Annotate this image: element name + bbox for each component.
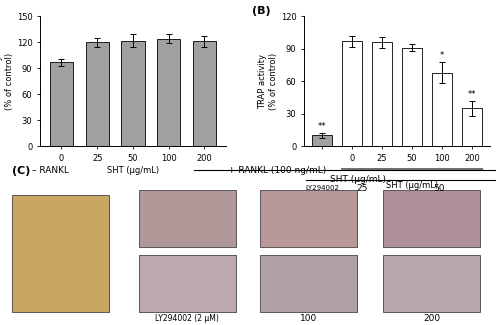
X-axis label: SHT (µg/mL): SHT (µg/mL) <box>107 166 159 175</box>
Text: 200: 200 <box>424 314 440 323</box>
Bar <box>402 48 422 146</box>
Bar <box>122 41 144 146</box>
Bar <box>372 42 392 146</box>
Text: (B): (B) <box>252 6 270 16</box>
Text: **: ** <box>318 122 326 131</box>
Text: + RANKL (100 ng/mL): + RANKL (100 ng/mL) <box>228 166 326 175</box>
Y-axis label: TRAP activity
(% of control): TRAP activity (% of control) <box>258 53 278 110</box>
Bar <box>342 41 362 146</box>
Text: **: ** <box>468 90 476 98</box>
Bar <box>462 108 482 146</box>
Bar <box>157 39 180 146</box>
Text: SHT (µg/mL): SHT (µg/mL) <box>330 176 386 185</box>
Bar <box>384 255 480 312</box>
Text: 25: 25 <box>356 184 368 193</box>
Bar <box>432 72 452 146</box>
Bar <box>50 62 73 146</box>
Text: 50: 50 <box>434 184 445 193</box>
Text: LY294002
(2 μM): LY294002 (2 μM) <box>305 185 339 199</box>
Bar <box>138 190 235 247</box>
Bar <box>12 195 110 312</box>
Text: (C): (C) <box>12 166 31 176</box>
Y-axis label: Cell viability
(% of control): Cell viability (% of control) <box>0 53 14 110</box>
Text: 100: 100 <box>300 314 317 323</box>
Bar <box>260 255 357 312</box>
Bar <box>312 136 332 146</box>
Text: SHT (µg/mL): SHT (µg/mL) <box>386 181 438 190</box>
Bar <box>138 255 235 312</box>
Bar <box>193 41 216 146</box>
Text: – RANKL: – RANKL <box>32 166 69 175</box>
Bar <box>260 190 357 247</box>
Text: LY294002 (2 μM): LY294002 (2 μM) <box>155 314 219 323</box>
Text: *: * <box>440 51 444 59</box>
Bar <box>384 190 480 247</box>
Bar <box>86 42 109 146</box>
